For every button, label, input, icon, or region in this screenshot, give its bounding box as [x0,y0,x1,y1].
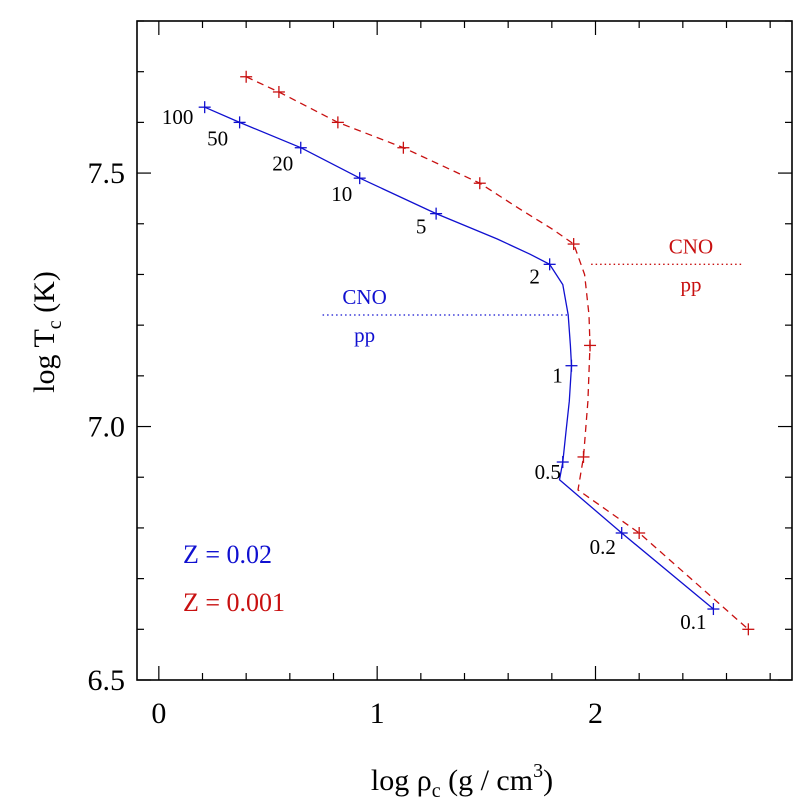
mass-label: 50 [207,126,228,150]
legend-entry-z002: Z = 0.02 [183,540,272,569]
axis-ticks [137,20,792,681]
mass-label: 0.5 [535,460,561,484]
y-axis-title-gap [28,313,61,321]
x-tick-label: 0 [151,697,166,730]
pp-label: pp [680,272,701,296]
mass-label: 20 [272,152,293,176]
x-axis-title-unit: (g / cm [448,764,533,797]
series-group: 100 50 20 10 5 2 1 0.5 0.2 0.1 [162,70,755,636]
series-line-0 [204,106,714,610]
cno-label: CNO [669,234,713,258]
x-axis-title-sup: 3 [533,760,543,782]
legend: Z = 0.02 Z = 0.001 [183,540,285,617]
x-axis-title-main: log ρ [371,764,432,797]
x-axis-title-close: ) [543,764,553,797]
pp-label: pp [354,323,375,347]
y-axis-title-main: log T [28,329,61,393]
mass-label: 2 [529,264,540,288]
cno-label: CNO [342,285,386,309]
axis-tick-labels: 0 1 2 6.5 7.0 7.5 [88,157,604,730]
mass-label: 0.2 [590,535,616,559]
mass-label: 5 [416,215,427,239]
y-axis-title: log Tc (K) [28,271,66,393]
x-axis-title-sub: c [432,780,441,802]
x-axis-title-gap [441,764,449,797]
x-tick-label: 2 [588,697,603,730]
mass-label: 0.1 [680,610,706,634]
y-axis-title-unit: (K) [28,271,61,313]
y-tick-label: 6.5 [88,664,126,697]
y-tick-label: 7.0 [88,411,126,444]
legend-entry-z0001: Z = 0.001 [183,588,285,617]
y-axis-title-sub: c [44,320,66,329]
mass-label: 10 [331,182,352,206]
series-line-1 [245,76,749,630]
burning-boundaries: CNO pp CNO pp [322,234,744,347]
x-axis-title: log ρc (g / cm3) [371,760,553,802]
y-tick-label: 7.5 [88,157,126,190]
mass-label: 1 [552,364,563,388]
mass-label: 100 [162,105,194,129]
x-tick-label: 1 [370,697,385,730]
